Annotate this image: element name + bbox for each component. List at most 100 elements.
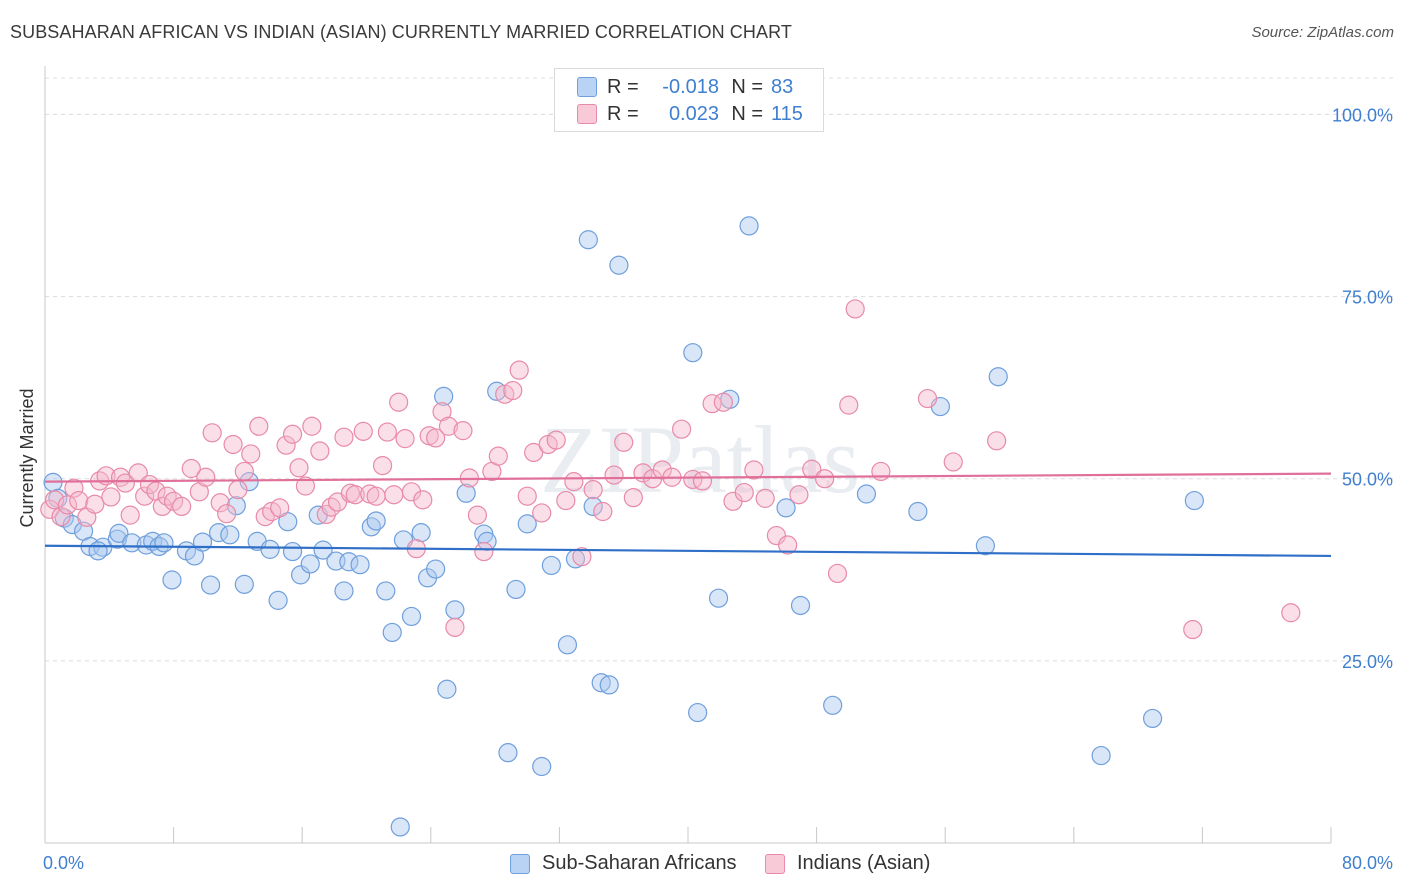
data-point bbox=[395, 429, 415, 449]
legend-swatch-blue bbox=[577, 77, 597, 97]
data-point bbox=[683, 469, 703, 490]
data-point bbox=[557, 635, 578, 655]
data-point bbox=[268, 590, 288, 610]
data-point bbox=[426, 559, 446, 579]
data-point bbox=[401, 606, 422, 627]
data-point bbox=[766, 525, 787, 546]
data-point bbox=[241, 444, 261, 464]
legend-r-label: R = bbox=[607, 75, 639, 98]
data-point bbox=[827, 563, 848, 584]
data-point bbox=[1183, 619, 1203, 640]
data-point bbox=[917, 388, 938, 409]
legend-swatch-pink bbox=[577, 104, 597, 124]
legend-series-label: Sub-Saharan Africans bbox=[542, 852, 737, 874]
data-point bbox=[532, 756, 552, 777]
trend-line bbox=[44, 544, 1332, 558]
trend-lines bbox=[44, 472, 1332, 558]
data-point bbox=[366, 486, 386, 506]
data-point bbox=[498, 743, 518, 763]
data-point bbox=[377, 422, 397, 442]
data-point bbox=[313, 540, 333, 560]
data-point bbox=[302, 416, 322, 436]
data-point bbox=[45, 490, 65, 510]
data-point bbox=[334, 427, 354, 447]
data-point bbox=[372, 456, 393, 476]
data-point bbox=[856, 484, 877, 504]
data-point bbox=[776, 498, 796, 518]
data-point bbox=[48, 488, 68, 508]
tick-labels: 25.0% 50.0% 75.0% 100.0% 0.0% 80.0% bbox=[43, 105, 1393, 873]
data-point bbox=[217, 504, 237, 524]
data-point bbox=[988, 367, 1008, 387]
chart-title: SUBSAHARAN AFRICAN VS INDIAN (ASIAN) CUR… bbox=[10, 22, 792, 42]
data-point bbox=[708, 588, 729, 608]
data-point bbox=[593, 501, 613, 522]
data-point bbox=[445, 600, 465, 620]
data-point bbox=[192, 532, 213, 552]
legend-swatch-pink bbox=[765, 853, 785, 874]
legend-swatch-blue bbox=[510, 853, 530, 874]
data-point bbox=[162, 570, 182, 590]
data-point bbox=[546, 430, 566, 450]
data-point bbox=[474, 541, 494, 562]
data-point bbox=[196, 467, 216, 487]
data-point bbox=[823, 695, 843, 715]
legend-n-label: N = bbox=[731, 75, 763, 98]
data-point bbox=[871, 461, 891, 482]
y-tick-label: 75.0% bbox=[1342, 288, 1393, 308]
data-point bbox=[591, 673, 611, 693]
data-point bbox=[572, 547, 592, 567]
data-point bbox=[839, 395, 859, 415]
data-point bbox=[413, 490, 433, 510]
data-point bbox=[260, 539, 280, 559]
data-point bbox=[975, 536, 995, 556]
data-point bbox=[172, 496, 192, 516]
legend-series-label: Indians (Asian) bbox=[797, 852, 931, 874]
data-point bbox=[376, 581, 396, 601]
data-point bbox=[524, 442, 544, 463]
data-point bbox=[503, 380, 523, 401]
data-point bbox=[652, 460, 672, 480]
bottom-legend-indian: Indians (Asian) bbox=[765, 852, 930, 875]
data-point bbox=[578, 230, 598, 250]
data-point bbox=[115, 473, 135, 493]
data-point bbox=[353, 421, 373, 441]
series-subsaharan-points bbox=[43, 216, 1204, 837]
data-point bbox=[604, 465, 624, 485]
data-point bbox=[683, 343, 703, 363]
data-point bbox=[101, 487, 121, 507]
data-point bbox=[255, 506, 275, 527]
data-point bbox=[1281, 603, 1301, 623]
data-point bbox=[40, 499, 60, 519]
data-point bbox=[789, 485, 809, 505]
data-point bbox=[438, 416, 459, 436]
data-point bbox=[453, 421, 473, 441]
legend-r-label: R = bbox=[607, 102, 639, 125]
series-indian-points bbox=[40, 299, 1301, 640]
data-point bbox=[389, 392, 409, 412]
data-point bbox=[276, 435, 296, 455]
data-point bbox=[1142, 708, 1163, 729]
data-point bbox=[382, 622, 402, 643]
data-point bbox=[411, 523, 431, 543]
data-point bbox=[210, 493, 230, 513]
data-point bbox=[88, 541, 108, 561]
data-point bbox=[583, 496, 603, 516]
data-point bbox=[85, 494, 105, 514]
data-point bbox=[157, 486, 177, 506]
data-point bbox=[350, 555, 370, 575]
data-point bbox=[532, 503, 552, 523]
data-point bbox=[64, 478, 84, 498]
data-point bbox=[152, 496, 172, 516]
data-point bbox=[583, 480, 603, 500]
data-point bbox=[57, 495, 78, 515]
data-point bbox=[300, 554, 320, 574]
data-point bbox=[456, 483, 476, 503]
source-label: Source: ZipAtlas.com bbox=[1251, 24, 1394, 41]
data-point bbox=[506, 579, 526, 600]
bottom-legend-subsaharan: Sub-Saharan Africans bbox=[510, 852, 737, 875]
data-point bbox=[609, 255, 629, 275]
data-point bbox=[987, 431, 1007, 451]
data-point bbox=[556, 490, 576, 511]
